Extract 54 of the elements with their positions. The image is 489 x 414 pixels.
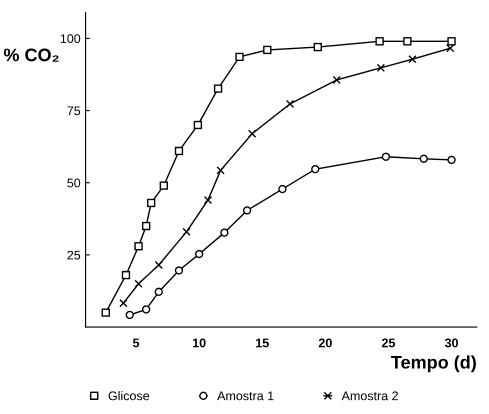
point — [332, 76, 341, 84]
point — [174, 146, 184, 156]
point — [160, 181, 168, 190]
y-tick-label: 75 — [67, 106, 80, 116]
x-tick-label: 10 — [192, 338, 206, 348]
point — [142, 222, 150, 230]
y-axis-title: % CO₂ — [4, 48, 59, 62]
point — [134, 280, 143, 288]
point — [216, 166, 225, 174]
x-tick-label: 5 — [132, 338, 140, 348]
point — [235, 52, 244, 62]
x-axis-title: Tempo (d) — [391, 355, 476, 372]
y-tick-label: 50 — [67, 178, 80, 188]
x-tick-label: 25 — [382, 338, 396, 348]
point — [382, 152, 390, 161]
point — [182, 228, 191, 236]
point — [263, 46, 272, 54]
point — [147, 198, 156, 208]
point — [194, 250, 204, 258]
point — [174, 266, 184, 275]
point — [102, 308, 110, 317]
point — [154, 288, 163, 296]
y-tick-label: 25 — [67, 250, 80, 260]
legend-label: Amostra 2 — [342, 391, 398, 400]
point — [248, 129, 256, 138]
point — [446, 44, 454, 52]
point — [194, 120, 202, 130]
point — [126, 310, 134, 320]
legend-label: Glicose — [108, 391, 150, 400]
point — [134, 242, 143, 250]
x-tick-label: 20 — [318, 338, 332, 348]
point — [122, 270, 130, 280]
point — [420, 154, 428, 163]
point — [204, 196, 212, 204]
x-tick-label: 30 — [444, 338, 458, 348]
point — [376, 64, 386, 72]
x-tick-label: 15 — [256, 338, 269, 348]
legend-label: Amostra 1 — [217, 392, 274, 400]
point — [286, 100, 294, 108]
point — [403, 37, 412, 46]
point — [278, 184, 287, 194]
point — [142, 305, 150, 314]
point — [242, 206, 252, 215]
point — [119, 298, 128, 308]
point — [214, 84, 222, 93]
point — [447, 37, 456, 46]
point — [375, 37, 384, 46]
point — [314, 42, 322, 52]
point — [154, 260, 163, 270]
point — [311, 164, 320, 174]
y-tick-label: 100 — [60, 34, 80, 44]
point — [408, 55, 417, 64]
point — [220, 228, 229, 237]
point — [447, 156, 456, 164]
